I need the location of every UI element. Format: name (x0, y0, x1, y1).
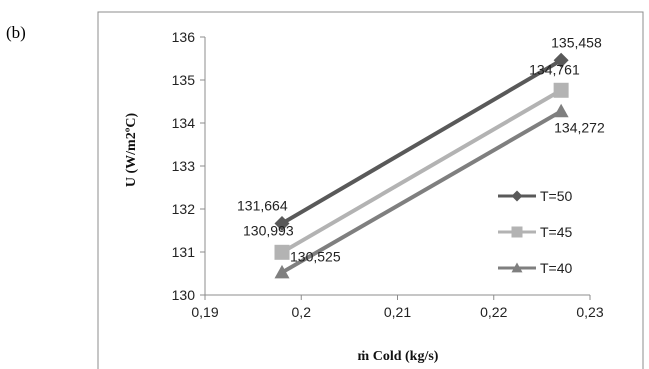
data-label: 135,458 (551, 34, 602, 50)
data-point-T=50 (553, 52, 569, 68)
y-tick-label: 131 (172, 244, 196, 260)
y-tick-label: 133 (172, 158, 196, 174)
chart-frame (97, 11, 644, 369)
x-tick-label: 0,19 (191, 304, 218, 320)
y-axis-title: U (W/m2ºC) (124, 113, 139, 188)
data-label: 134,272 (554, 119, 605, 135)
legend-marker (511, 190, 523, 202)
data-labels: 131,664 135,458 130,993 134,761 130,525 134,2… (237, 34, 605, 264)
data-label: 131,664 (237, 197, 288, 213)
series-line-T=50 (280, 58, 563, 226)
y-tick-label: 136 (172, 29, 196, 45)
data-point-T=40 (553, 103, 569, 118)
x-tick-label: 0,2 (292, 304, 312, 320)
series-line-T=45 (280, 88, 563, 255)
series-line-T=40 (281, 109, 563, 275)
axes: 130 131 132 133 134 135 136 0,19 0,2 0,21 0,22 0,23 (172, 29, 604, 320)
legend-label: T=45 (540, 224, 573, 240)
data-label: 130,525 (290, 248, 341, 264)
legend-marker (511, 226, 523, 238)
x-axis-title: ṁ Cold (kg/s) (358, 349, 439, 364)
y-tick-label: 135 (172, 72, 196, 88)
x-tick-label: 0,23 (576, 304, 603, 320)
data-point-T=40 (274, 264, 290, 279)
x-tick-label: 0,21 (384, 304, 411, 320)
panel-label: (b) (6, 23, 26, 42)
data-label: 134,761 (529, 61, 580, 77)
series-layer (274, 52, 569, 279)
data-point-T=45 (553, 82, 569, 98)
data-point-T=45 (274, 244, 290, 260)
y-tick-label: 134 (172, 115, 196, 131)
y-tick-label: 132 (172, 201, 196, 217)
data-label: 130,993 (243, 222, 294, 238)
x-tick-label: 0,22 (480, 304, 507, 320)
legend: T=50 T=45 T=40 (498, 188, 573, 276)
y-tick-label: 130 (172, 287, 196, 303)
data-point-T=50 (274, 215, 290, 231)
legend-label: T=50 (540, 188, 573, 204)
legend-marker (511, 262, 523, 273)
legend-label: T=40 (540, 260, 573, 276)
